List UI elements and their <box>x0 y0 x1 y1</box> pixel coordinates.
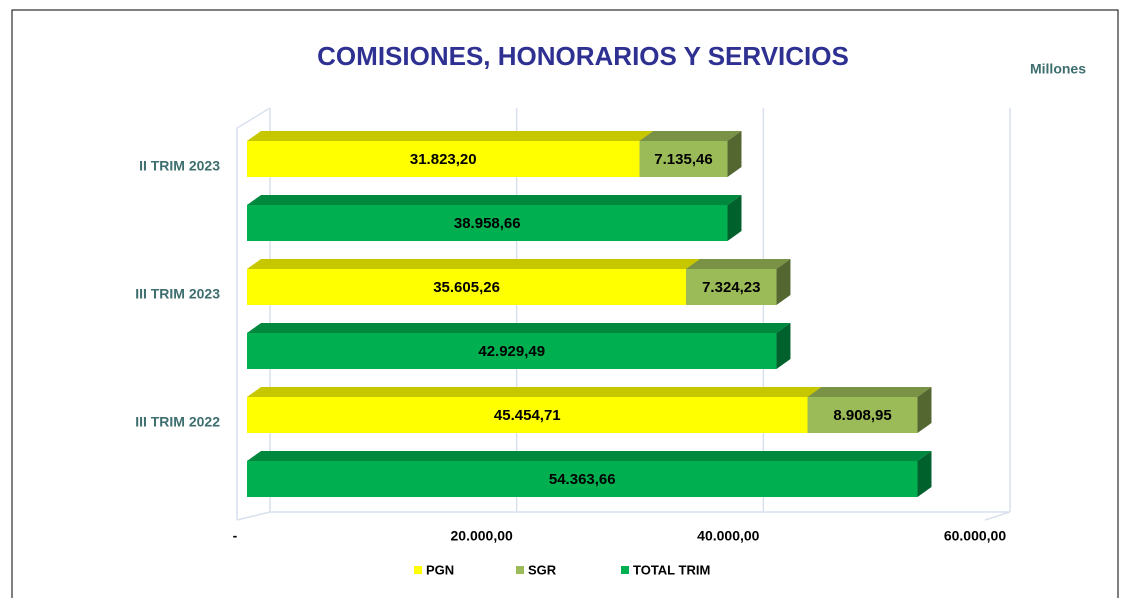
bar-top <box>247 451 932 461</box>
value-label: 7.324,23 <box>702 279 760 296</box>
bar-side <box>917 387 932 433</box>
value-label: 7.135,46 <box>654 151 712 168</box>
value-label: 38.958,66 <box>454 215 521 232</box>
bar <box>247 397 808 433</box>
bar-side <box>727 195 742 241</box>
bar-top <box>247 387 822 397</box>
legend-label: SGR <box>528 562 557 577</box>
value-label: 45.454,71 <box>494 407 561 424</box>
bar-top <box>807 387 932 397</box>
y-tick-label: III TRIM 2023 <box>135 286 220 302</box>
bar <box>247 461 918 497</box>
legend-label: PGN <box>426 562 454 577</box>
side-wall <box>236 107 271 520</box>
bar-side <box>776 323 791 369</box>
x-tick-label: 60.000,00 <box>944 528 1006 544</box>
value-label: 35.605,26 <box>433 279 500 296</box>
bar-side <box>776 259 791 305</box>
bar <box>247 141 640 177</box>
bar <box>247 205 728 241</box>
bar <box>639 141 728 177</box>
value-label: 42.929,49 <box>478 343 545 360</box>
bar <box>686 269 777 305</box>
x-tick-label: 20.000,00 <box>451 528 513 544</box>
legend-swatch <box>621 566 629 574</box>
legend-swatch <box>516 566 524 574</box>
bar-top <box>247 259 701 269</box>
bar-top <box>639 131 742 141</box>
unit-label: Millones <box>1030 61 1086 77</box>
value-label: 8.908,95 <box>833 407 891 424</box>
chart-title: COMISIONES, HONORARIOS Y SERVICIOS <box>317 41 849 71</box>
y-tick-label: III TRIM 2022 <box>135 414 220 430</box>
value-label: 31.823,20 <box>410 151 477 168</box>
bar <box>247 333 777 369</box>
bar-side <box>917 451 932 497</box>
legend-swatch <box>414 566 422 574</box>
value-label: 54.363,66 <box>549 471 616 488</box>
y-tick-label: II TRIM 2023 <box>139 158 220 174</box>
bar-top <box>247 131 654 141</box>
legend-label: TOTAL TRIM <box>633 562 710 577</box>
x-tick-label: 40.000,00 <box>697 528 759 544</box>
bar-top <box>247 195 742 205</box>
bar-side <box>727 131 742 177</box>
bar-top <box>686 259 791 269</box>
bar-top <box>247 323 791 333</box>
floor <box>236 511 1011 521</box>
bar <box>247 269 687 305</box>
x-tick-label: - <box>233 528 238 544</box>
bar <box>807 397 918 433</box>
